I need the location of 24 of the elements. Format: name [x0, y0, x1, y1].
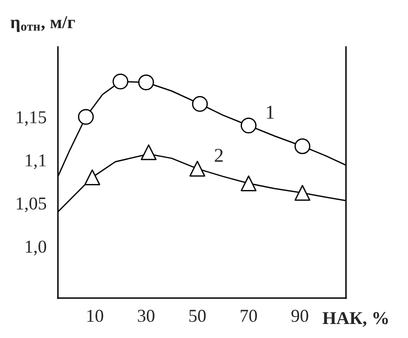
x-tick-label: 50	[189, 310, 206, 322]
annotation: 1	[266, 106, 274, 119]
y-axis-title: η$_{отн}$, м/г	[10, 16, 75, 32]
point	[138, 74, 154, 90]
point	[294, 184, 310, 201]
point	[78, 108, 94, 125]
x-tick-label: 90	[291, 310, 308, 322]
point	[140, 144, 157, 160]
x-tick-label: 70	[240, 310, 257, 322]
point	[240, 175, 257, 192]
point	[192, 96, 208, 112]
y-tick-label: 1,05	[16, 197, 46, 212]
point	[294, 138, 310, 154]
point	[240, 118, 257, 134]
y-tick-label: 1,1	[26, 154, 46, 170]
point	[189, 160, 206, 177]
point	[112, 74, 128, 90]
x-axis-title: НАК, %	[322, 312, 388, 327]
x-tick-label: 30	[138, 310, 154, 322]
point	[84, 169, 100, 186]
x-tick-label: 10	[87, 310, 104, 322]
y-tick-label: 1,0	[26, 240, 46, 256]
y-tick-label: 1,15	[16, 111, 46, 126]
annotation: 2	[214, 148, 223, 162]
